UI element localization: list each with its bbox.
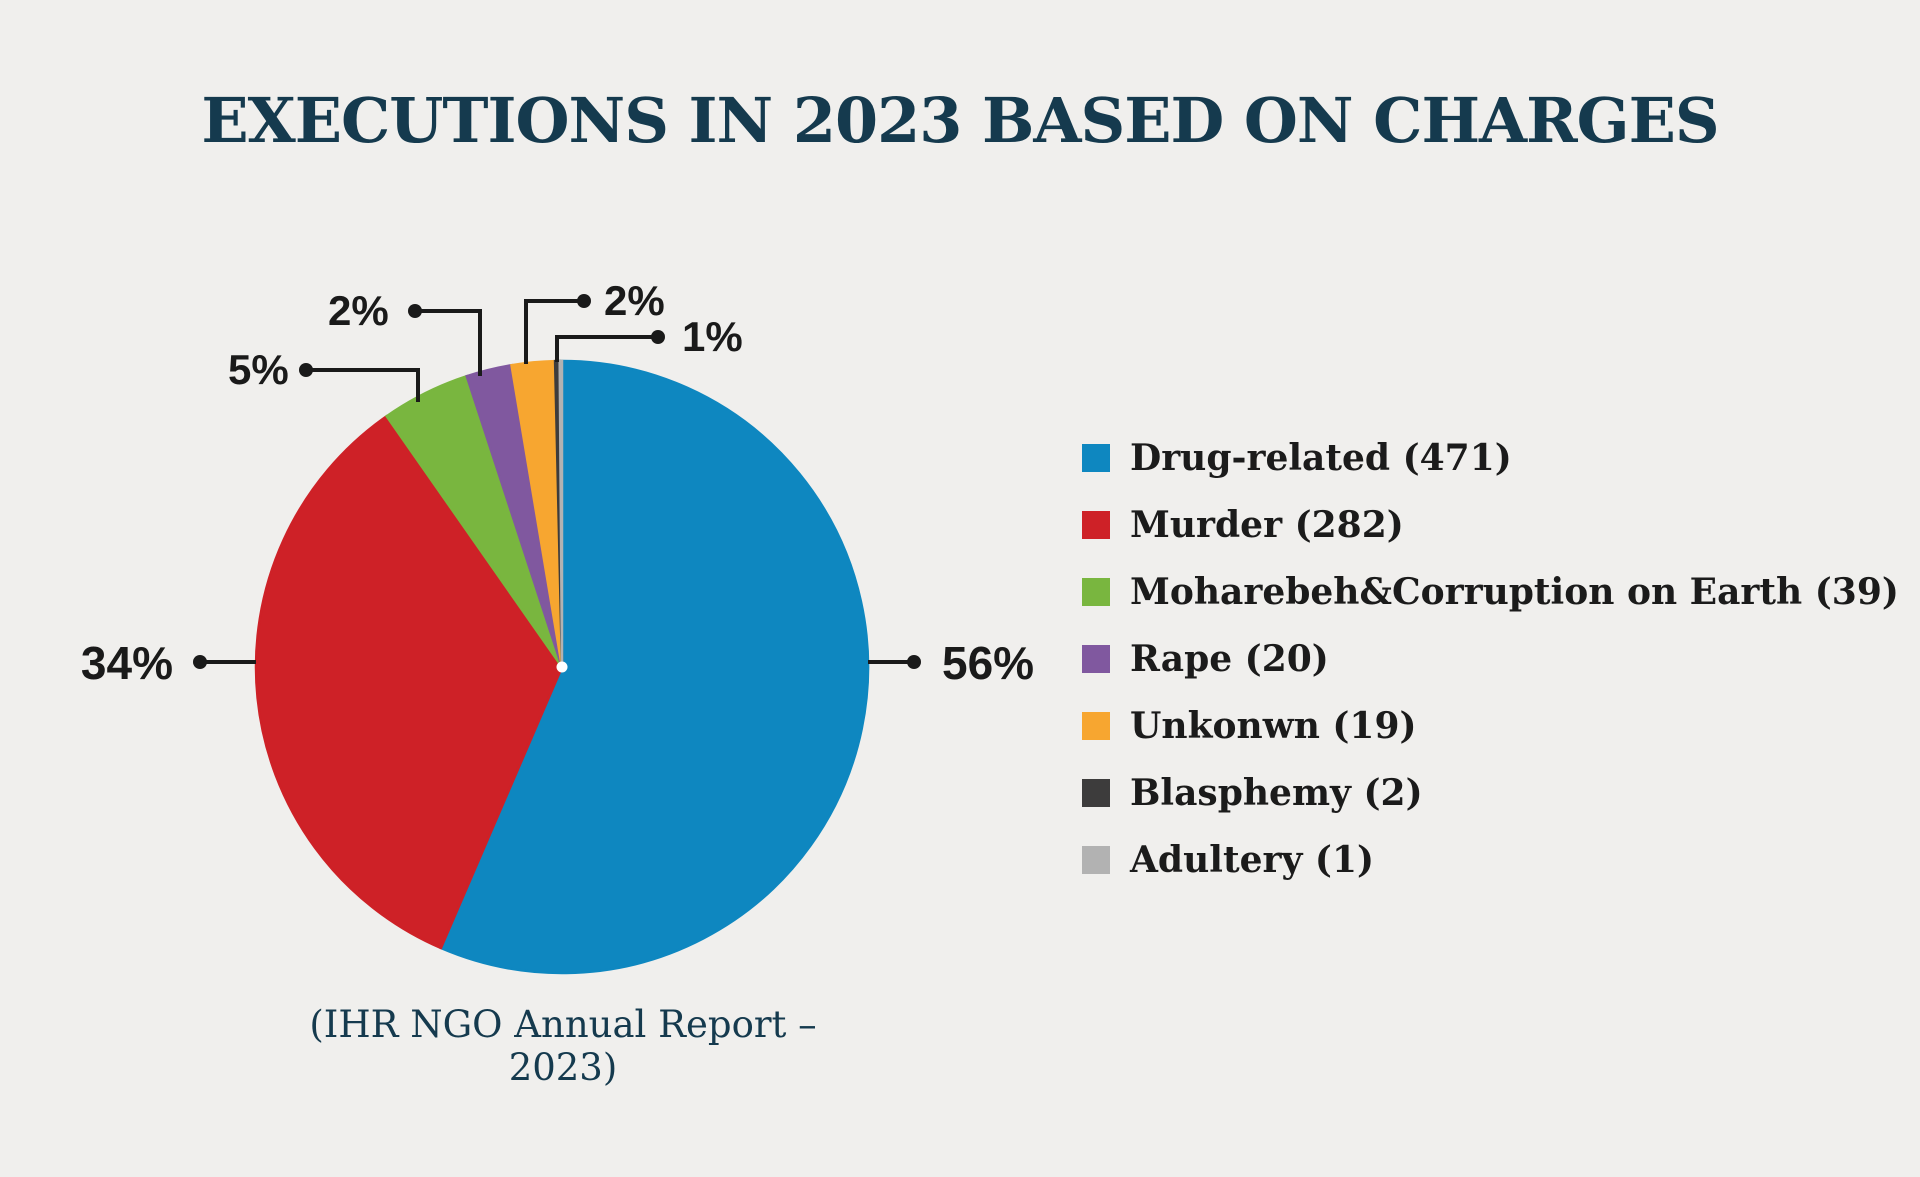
pie-slice-rape <box>465 363 564 668</box>
legend: Drug-related (471) Murder (282) Moharebe… <box>1082 437 1899 908</box>
legend-item-adultery: Adultery (1) <box>1082 839 1899 881</box>
legend-swatch-unknown <box>1082 712 1110 740</box>
page-title: EXECUTIONS IN 2023 BASED ON CHARGES <box>201 84 1719 157</box>
pie-slice-drug-related <box>439 359 870 975</box>
legend-item-murder: Murder (282) <box>1082 504 1899 546</box>
callout-dot <box>651 330 665 344</box>
pie-center-dot <box>556 661 568 673</box>
percent-label-rape: 2% <box>328 287 389 334</box>
pie-slice-murder <box>254 414 564 950</box>
callout-dot <box>907 655 921 669</box>
legend-swatch-blasphemy <box>1082 779 1110 807</box>
percent-label-moharebeh: 5% <box>228 346 289 393</box>
source-note: (IHR NGO Annual Report – 2023) <box>309 1003 817 1089</box>
legend-item-drug-related: Drug-related (471) <box>1082 437 1899 479</box>
percent-label-unknown: 2% <box>604 277 665 324</box>
legend-item-unknown: Unkonwn (19) <box>1082 705 1899 747</box>
legend-item-moharebeh: Moharebeh&Corruption on Earth (39) <box>1082 571 1899 613</box>
pie-slice-blasphemy <box>553 359 564 668</box>
legend-swatch-moharebeh <box>1082 578 1110 606</box>
legend-label: Unkonwn (19) <box>1130 705 1417 747</box>
callout-dot <box>299 363 313 377</box>
legend-item-blasphemy: Blasphemy (2) <box>1082 772 1899 814</box>
callout-line <box>415 309 482 376</box>
legend-label: Adultery (1) <box>1130 839 1375 881</box>
callout-line <box>524 299 584 364</box>
legend-swatch-rape <box>1082 645 1110 673</box>
pie-slice-unkonwn <box>510 359 564 668</box>
percent-label-blasphemy: 1% <box>682 313 743 360</box>
legend-swatch-murder <box>1082 511 1110 539</box>
pie-slice-moharebeh-corruption-on-earth <box>384 374 564 668</box>
percent-label-drug-related: 56% <box>942 637 1035 689</box>
callout-line <box>306 368 420 402</box>
pie-slice-adultery <box>558 359 564 668</box>
legend-label: Moharebeh&Corruption on Earth (39) <box>1130 571 1899 613</box>
legend-label: Drug-related (471) <box>1130 437 1512 479</box>
legend-label: Rape (20) <box>1130 638 1329 680</box>
legend-item-rape: Rape (20) <box>1082 638 1899 680</box>
legend-swatch-drug-related <box>1082 444 1110 472</box>
legend-label: Murder (282) <box>1130 504 1404 546</box>
legend-label: Blasphemy (2) <box>1130 772 1423 814</box>
callout-line <box>555 335 658 362</box>
callout-dot <box>577 294 591 308</box>
legend-swatch-adultery <box>1082 846 1110 874</box>
percent-label-murder: 34% <box>80 637 173 689</box>
callout-dot <box>408 304 422 318</box>
callout-dot <box>193 655 207 669</box>
